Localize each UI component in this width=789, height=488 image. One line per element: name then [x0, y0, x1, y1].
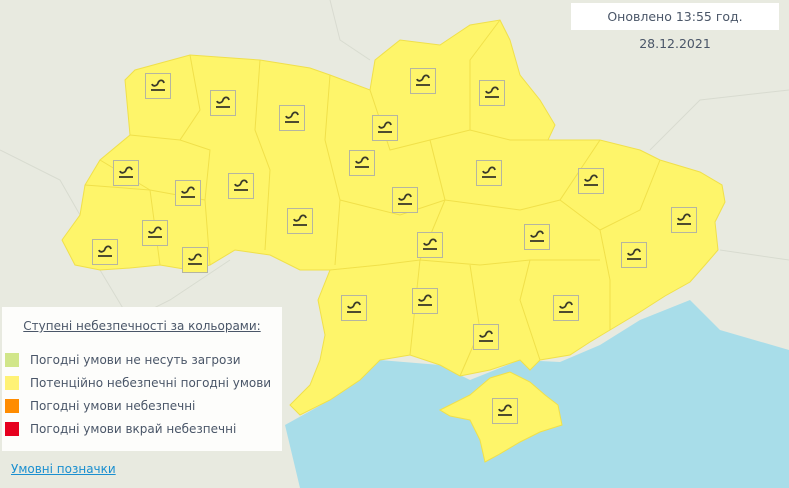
glaze-ice-icon — [182, 247, 208, 273]
glaze-ice-icon — [473, 324, 499, 350]
glaze-ice-icon — [228, 173, 254, 199]
glaze-ice-icon — [417, 232, 443, 258]
glaze-ice-icon — [492, 398, 518, 424]
legend-label: Потенційно небезпечні погодні умови — [30, 376, 272, 390]
legend-swatch — [5, 422, 19, 436]
glaze-ice-icon — [142, 220, 168, 246]
glaze-ice-icon — [175, 180, 201, 206]
glaze-ice-icon — [210, 90, 236, 116]
glaze-ice-icon — [341, 295, 367, 321]
updated-timestamp: Оновлено 13:55 год. 28.12.2021 — [571, 3, 779, 51]
oblast-borders — [84, 19, 661, 377]
glaze-ice-icon — [113, 160, 139, 186]
glaze-ice-icon — [372, 115, 398, 141]
glaze-ice-icon — [392, 187, 418, 213]
glaze-ice-icon — [410, 68, 436, 94]
legend-panel: Ступені небезпечності за кольорами: Пого… — [2, 307, 282, 451]
glaze-ice-icon — [524, 224, 550, 250]
legend-symbols-link[interactable]: Умовні позначки — [11, 462, 116, 476]
glaze-ice-icon — [145, 73, 171, 99]
legend-label: Погодні умови не несуть загрози — [30, 353, 241, 367]
legend-item-extremely-dangerous: Погодні умови вкрай небезпечні — [5, 420, 236, 438]
legend-item-potentially-dangerous: Потенційно небезпечні погодні умови — [5, 374, 271, 392]
legend-title: Ступені небезпечності за кольорами: — [23, 319, 261, 333]
glaze-ice-icon — [479, 80, 505, 106]
legend-label: Погодні умови вкрай небезпечні — [30, 422, 237, 436]
legend-swatch — [5, 376, 19, 390]
legend-label: Погодні умови небезпечні — [30, 399, 196, 413]
glaze-ice-icon — [412, 288, 438, 314]
glaze-ice-icon — [621, 242, 647, 268]
glaze-ice-icon — [287, 208, 313, 234]
legend-swatch — [5, 353, 19, 367]
legend-swatch — [5, 399, 19, 413]
legend-item-dangerous: Погодні умови небезпечні — [5, 397, 195, 415]
glaze-ice-icon — [553, 295, 579, 321]
warning-icons — [92, 68, 697, 424]
glaze-ice-icon — [476, 160, 502, 186]
glaze-ice-icon — [279, 105, 305, 131]
glaze-ice-icon — [349, 150, 375, 176]
legend-item-no-threat: Погодні умови не несуть загрози — [5, 351, 241, 369]
glaze-ice-icon — [671, 207, 697, 233]
glaze-ice-icon — [92, 239, 118, 265]
glaze-ice-icon — [578, 168, 604, 194]
